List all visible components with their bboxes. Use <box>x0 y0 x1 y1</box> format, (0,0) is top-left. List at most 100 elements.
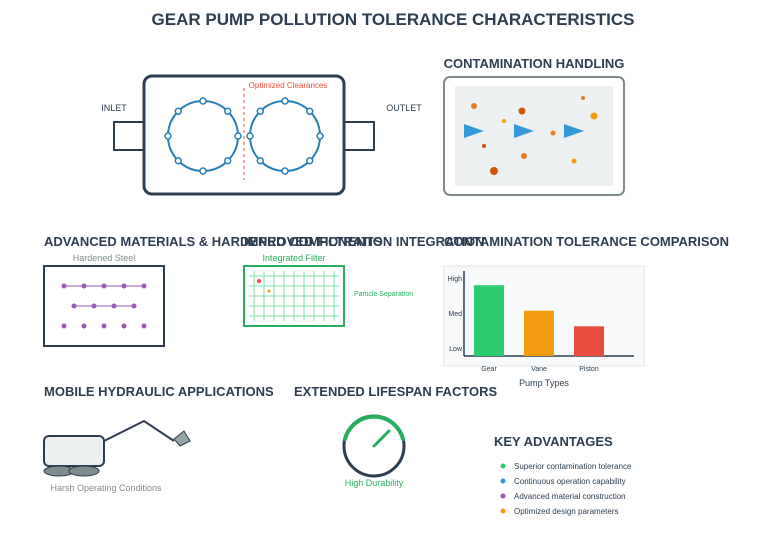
gauge-arc <box>343 414 405 441</box>
advantage-bullet-icon <box>500 478 506 484</box>
trapped-particle <box>267 289 271 293</box>
durability-gauge <box>342 414 406 478</box>
particle <box>521 153 527 159</box>
particle <box>518 107 526 115</box>
gear-teeth <box>164 97 324 175</box>
chart-y-tick-label: Low <box>449 346 463 353</box>
advantage-item: Optimized design parameters <box>514 507 619 516</box>
gear-tooth <box>199 97 207 105</box>
advantage-item: Superior contamination tolerance <box>514 462 632 471</box>
lattice-atom <box>111 303 117 309</box>
gear-tooth <box>174 107 183 116</box>
vehicle-body <box>43 435 105 467</box>
advantage-bullet-icon <box>500 463 506 469</box>
hardened-label: Hardened Steel <box>73 253 136 263</box>
gear-tooth <box>174 156 183 165</box>
chart-x-axis-label: Pump Types <box>519 378 569 388</box>
particle <box>550 130 556 136</box>
flow-arrow-icon <box>514 124 534 138</box>
gear-tooth <box>256 156 265 165</box>
boom-arm <box>103 419 175 442</box>
comparison-title: CONTAMINATION TOLERANCE COMPARISON <box>444 234 729 249</box>
excavator-illustration <box>43 419 191 477</box>
mobile-title: MOBILE HYDRAULIC APPLICATIONS <box>44 384 274 399</box>
gear-tooth <box>316 132 324 140</box>
inlet-port <box>113 121 145 151</box>
lattice-atom <box>81 283 87 289</box>
advantages-list: Superior contamination tolerance Continuo… <box>500 462 632 516</box>
clearance-label: Optimized Clearances <box>249 81 328 90</box>
gear-tooth <box>199 167 207 175</box>
particle <box>490 167 498 175</box>
lattice-atom <box>121 323 127 329</box>
flow-arrows <box>464 124 584 138</box>
advantages-title: KEY ADVANTAGES <box>494 434 613 449</box>
lattice-atom <box>101 283 107 289</box>
flow-arrow-icon <box>464 124 484 138</box>
chart-y-tick-label: Med <box>448 311 462 318</box>
gear-tooth <box>234 132 242 140</box>
lattice-atom <box>141 323 147 329</box>
gear-pump-diagram: INLET OUTLET Optimized Clearances <box>101 74 422 196</box>
gear-tooth <box>305 156 314 165</box>
chart-category-label: Gear <box>481 366 497 373</box>
advantage-item: Advanced material construction <box>514 492 626 501</box>
lattice-atom <box>61 283 67 289</box>
particle <box>581 96 585 100</box>
gauge-needle <box>372 429 391 448</box>
outlet-label: OUTLET <box>386 103 422 113</box>
gear-tooth <box>281 97 289 105</box>
chart-category-label: Piston <box>579 366 599 373</box>
outlet-port <box>343 121 375 151</box>
fluid-chamber <box>455 86 613 186</box>
separation-label: Particle Separation <box>354 291 413 298</box>
materials-title: ADVANCED MATERIALS & HARDENED COMPONENTS <box>44 234 383 249</box>
tolerance-chart: High Med Low Gear Vane Piston <box>448 271 634 373</box>
lattice-structure <box>61 283 147 329</box>
filter-mesh <box>249 271 339 321</box>
conditions-label: Harsh Operating Conditions <box>50 483 162 493</box>
pump-housing <box>142 74 346 196</box>
gauge-label: High Durability <box>345 478 404 488</box>
contaminant-particles <box>471 96 598 175</box>
lattice-atom <box>91 303 97 309</box>
lattice-atom <box>81 323 87 329</box>
advantage-item: Continuous operation capability <box>514 477 626 486</box>
particle <box>482 144 486 148</box>
gear-tooth <box>256 107 265 116</box>
advantage-bullet-icon <box>500 493 506 499</box>
gear-tooth <box>223 156 232 165</box>
bucket-icon <box>173 430 191 447</box>
lattice-atom <box>141 283 147 289</box>
advantage-bullet-icon <box>500 508 506 514</box>
track-right <box>68 465 100 477</box>
contamination-title: CONTAMINATION HANDLING <box>444 56 625 71</box>
particle <box>502 119 506 123</box>
gear-tooth <box>281 167 289 175</box>
lattice-atoms <box>61 283 147 329</box>
particle <box>571 158 577 164</box>
trapped-particle <box>257 279 261 283</box>
lattice-atom <box>101 323 107 329</box>
particle <box>471 103 477 109</box>
lifespan-title: EXTENDED LIFESPAN FACTORS <box>294 384 498 399</box>
lattice-atom <box>121 283 127 289</box>
lattice-atom <box>71 303 77 309</box>
filter-label: Integrated Filter <box>262 253 325 263</box>
chart-bar-piston <box>574 326 604 357</box>
chart-bar-gear <box>474 285 504 356</box>
gear-tooth <box>246 132 254 140</box>
filtration-title: IMPROVED FILTRATION INTEGRATION <box>244 234 485 249</box>
particle <box>590 112 598 120</box>
contamination-panel <box>443 76 625 196</box>
gear-tooth <box>305 107 314 116</box>
lattice-atom <box>131 303 137 309</box>
gear-tooth <box>164 132 172 140</box>
lattice-atom <box>61 323 67 329</box>
chart-bar-vane <box>524 310 554 356</box>
main-title: GEAR PUMP POLLUTION TOLERANCE CHARACTERI… <box>152 10 635 29</box>
inlet-label: INLET <box>101 103 127 113</box>
chart-category-label: Vane <box>531 366 547 373</box>
flow-arrow-icon <box>564 124 584 138</box>
